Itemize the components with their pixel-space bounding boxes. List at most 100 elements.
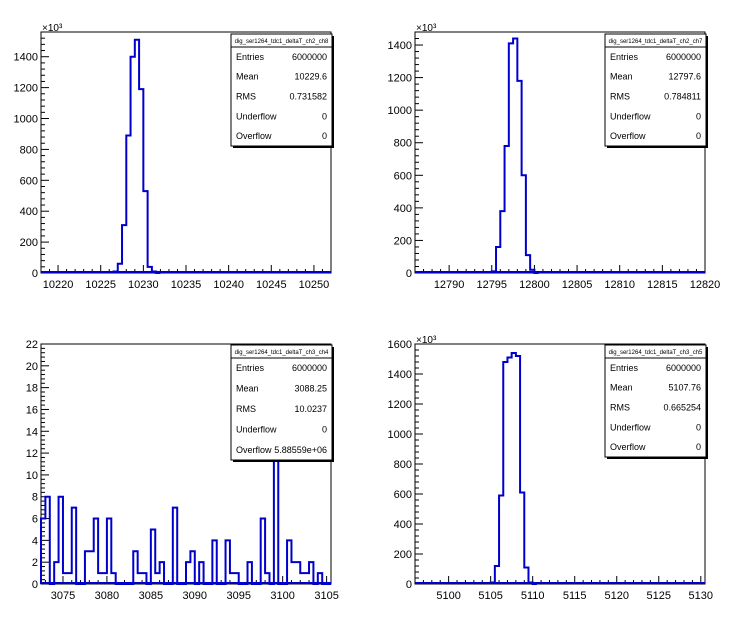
- x-tick-label: 12800: [519, 279, 550, 291]
- histogram-bin: [41, 519, 45, 584]
- stats-value: 0: [322, 131, 327, 141]
- x-tick-label: 5100: [436, 590, 460, 602]
- histogram-bin: [190, 551, 194, 584]
- histogram-bin: [296, 562, 300, 584]
- x-tick-label: 10240: [213, 279, 244, 291]
- x-tick-label: 12815: [647, 279, 678, 291]
- y-tick-label: 10: [26, 470, 38, 482]
- y-tick-label: 12: [26, 448, 38, 460]
- histogram-panel-2: 12790 12795 12800 12805 12810 12815 12820 0 200 4…: [388, 23, 721, 291]
- y-tick-label: 200: [394, 549, 412, 561]
- histogram-bin: [139, 89, 143, 273]
- histogram-bin: [135, 40, 139, 273]
- stats-box-frame: [604, 344, 707, 458]
- histogram-bin: [226, 540, 230, 584]
- histogram-bin: [212, 540, 216, 584]
- y-tick-label: 0: [32, 579, 38, 591]
- y-tick-label: 2: [32, 557, 38, 569]
- stats-value: 0.784811: [664, 92, 701, 102]
- histogram-bin: [131, 57, 135, 273]
- stats-label: RMS: [236, 404, 256, 414]
- y-tick-label: 200: [20, 237, 38, 249]
- histogram-bin: [496, 247, 500, 273]
- histogram-bin: [495, 566, 499, 584]
- histogram-line: [490, 37, 539, 274]
- x-tick-label: 5120: [604, 590, 628, 602]
- histogram-panel-1: 10220 10225 10230 10235 10240 10245 10250 0 200 4…: [14, 23, 334, 291]
- stats-label: RMS: [610, 403, 630, 413]
- stats-label: RMS: [610, 92, 630, 102]
- y-tick-label: 400: [20, 206, 38, 218]
- stats-value: 10.0237: [294, 404, 327, 414]
- x-tick-label: 3080: [95, 590, 119, 602]
- stats-value: 0.665254: [663, 403, 701, 413]
- y-tick-label: 400: [394, 519, 412, 531]
- histogram-bin: [151, 529, 155, 584]
- stats-value: 5.88559e+06: [274, 445, 327, 455]
- stats-label: Entries: [236, 363, 265, 373]
- stats-label: Entries: [610, 52, 639, 62]
- histogram-bin: [520, 493, 524, 585]
- y-tick-label: 1200: [388, 399, 412, 411]
- y-tick-label: 14: [26, 426, 38, 438]
- stats-box-title: dig_ser1264_tdc1_deltaT_ch2_ch7: [609, 39, 703, 45]
- y-tick-label: 1400: [14, 52, 38, 64]
- stats-value: 10229.6: [294, 72, 327, 82]
- histogram-bin: [122, 225, 126, 273]
- stats-value: 0: [696, 131, 701, 141]
- stats-box: dig_ser1264_tdc1_deltaT_ch2_ch7 Entries 60…: [604, 33, 708, 148]
- stats-value: 0: [696, 422, 701, 432]
- y-tick-label: 600: [394, 489, 412, 501]
- histogram-bin: [291, 562, 295, 584]
- y-tick-label: 1000: [388, 429, 412, 441]
- histogram-bin: [505, 146, 509, 273]
- y-tick-label: 800: [394, 459, 412, 471]
- y-exponent-label: ×10³: [416, 335, 437, 346]
- y-tick-label: 600: [394, 170, 412, 182]
- stats-box-frame: [230, 344, 333, 461]
- x-tick-label: 3085: [139, 590, 163, 602]
- x-tick-label: 12805: [562, 279, 593, 291]
- stats-label: Mean: [610, 72, 633, 82]
- x-tick-label: 10220: [43, 279, 74, 291]
- y-tick-label: 1400: [388, 40, 412, 52]
- x-tick-label: 12795: [476, 279, 507, 291]
- y-tick-label: 0: [32, 268, 38, 280]
- y-tick-label: 1000: [388, 105, 412, 117]
- x-tick-label: 10245: [256, 279, 287, 291]
- x-tick-label: 10235: [171, 279, 202, 291]
- y-tick-label: 1200: [14, 83, 38, 95]
- stats-box: dig_ser1264_tdc1_deltaT_ch2_ch8 Entries 60…: [230, 33, 334, 148]
- y-tick-label: 400: [394, 203, 412, 215]
- stats-label: Entries: [610, 363, 639, 373]
- histogram-bin: [516, 356, 520, 584]
- x-tick-label: 5115: [563, 590, 587, 602]
- histogram-bin: [72, 508, 76, 584]
- stats-label: Underflow: [236, 111, 277, 121]
- histogram-bin: [45, 497, 49, 584]
- stats-value: 0: [322, 111, 327, 121]
- histogram-bin: [500, 211, 504, 273]
- stats-value: 0: [322, 424, 327, 434]
- x-tick-label: 12820: [690, 279, 721, 291]
- histogram-bin: [199, 562, 203, 584]
- histogram-bin: [509, 43, 513, 273]
- stats-label: Overflow: [610, 131, 646, 141]
- stats-label: Mean: [236, 384, 259, 394]
- histogram-bin: [524, 568, 528, 585]
- x-tick-label: 10250: [299, 279, 330, 291]
- stats-box-title: dig_ser1264_tdc1_deltaT_ch3_ch4: [235, 350, 329, 356]
- histogram-bin: [507, 358, 511, 585]
- stats-box-title: dig_ser1264_tdc1_deltaT_ch2_ch8: [235, 39, 329, 45]
- stats-value: 0: [696, 111, 701, 121]
- stats-label: Underflow: [610, 422, 651, 432]
- y-tick-label: 6: [32, 514, 38, 526]
- x-tick-label: 3105: [314, 590, 338, 602]
- stats-label: Underflow: [236, 424, 277, 434]
- stats-box-frame: [604, 33, 707, 147]
- histogram-line: [489, 352, 537, 585]
- histogram-bin: [186, 562, 190, 584]
- x-tick-label: 12810: [604, 279, 635, 291]
- stats-label: Overflow: [610, 442, 646, 452]
